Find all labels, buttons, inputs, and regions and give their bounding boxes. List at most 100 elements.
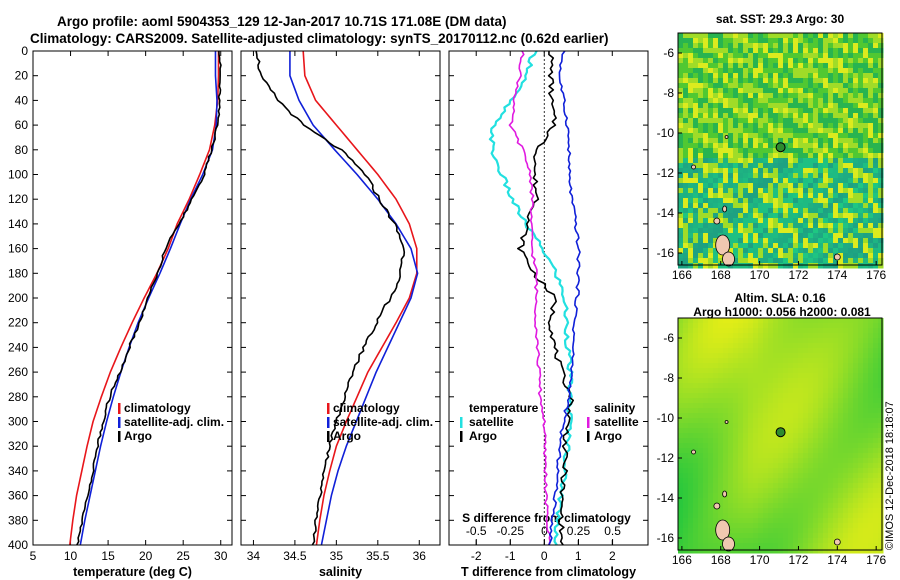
map-cell bbox=[788, 243, 794, 249]
map-cell bbox=[773, 398, 779, 404]
map-cell bbox=[828, 243, 834, 249]
map-cell bbox=[703, 493, 709, 499]
map-cell bbox=[853, 358, 859, 364]
map-cell bbox=[803, 493, 809, 499]
map-cell bbox=[708, 348, 714, 354]
map-cell bbox=[678, 148, 684, 154]
map-cell bbox=[868, 488, 874, 494]
map-cell bbox=[783, 533, 789, 539]
map-cell bbox=[683, 228, 689, 234]
map-cell bbox=[778, 378, 784, 384]
map-cell bbox=[733, 498, 739, 504]
map-cell bbox=[718, 333, 724, 339]
map-cell bbox=[683, 443, 689, 449]
map-cell bbox=[853, 53, 859, 59]
map-cell bbox=[793, 533, 799, 539]
map-cell bbox=[688, 338, 694, 344]
map-cell bbox=[823, 473, 829, 479]
map-cell bbox=[768, 238, 774, 244]
map-cell bbox=[703, 238, 709, 244]
map-cell bbox=[808, 423, 814, 429]
map-cell bbox=[873, 453, 879, 459]
map-cell bbox=[783, 438, 789, 444]
map-cell bbox=[758, 33, 764, 39]
map-cell bbox=[878, 208, 884, 214]
map-cell bbox=[808, 513, 814, 519]
map-cell bbox=[738, 418, 744, 424]
map-cell bbox=[843, 468, 849, 474]
map-cell bbox=[873, 363, 879, 369]
map-cell bbox=[738, 33, 744, 39]
map-cell bbox=[798, 158, 804, 164]
series-line-argo bbox=[76, 50, 222, 546]
map-cell bbox=[848, 498, 854, 504]
map-cell bbox=[793, 443, 799, 449]
map-cell bbox=[713, 363, 719, 369]
map-cell bbox=[723, 263, 729, 269]
map-cell bbox=[828, 483, 834, 489]
map-cell bbox=[833, 38, 839, 44]
map-cell bbox=[793, 188, 799, 194]
map-cell bbox=[753, 73, 759, 79]
map-cell bbox=[743, 388, 749, 394]
map-cell bbox=[813, 163, 819, 169]
map-cell bbox=[853, 258, 859, 264]
map-cell bbox=[743, 253, 749, 259]
map-cell bbox=[843, 163, 849, 169]
map-cell bbox=[738, 63, 744, 69]
map-cell bbox=[873, 338, 879, 344]
map-cell bbox=[743, 203, 749, 209]
map-cell bbox=[838, 518, 844, 524]
y-tick-label: 180 bbox=[8, 266, 28, 280]
map-cell bbox=[853, 68, 859, 74]
map-cell bbox=[843, 373, 849, 379]
map-cell bbox=[693, 433, 699, 439]
map-cell bbox=[773, 263, 779, 269]
map-cell bbox=[788, 433, 794, 439]
map-cell bbox=[798, 58, 804, 64]
map-cell bbox=[783, 178, 789, 184]
map-cell bbox=[838, 98, 844, 104]
map-cell bbox=[748, 453, 754, 459]
map-cell bbox=[748, 253, 754, 259]
map-cell bbox=[783, 423, 789, 429]
map-cell bbox=[813, 448, 819, 454]
map-cell bbox=[693, 153, 699, 159]
map-cell bbox=[723, 103, 729, 109]
map-cell bbox=[753, 363, 759, 369]
map-cell bbox=[868, 528, 874, 534]
map-cell bbox=[748, 238, 754, 244]
map-cell bbox=[793, 43, 799, 49]
map-cell bbox=[733, 408, 739, 414]
map-cell bbox=[728, 248, 734, 254]
map-cell bbox=[778, 103, 784, 109]
map-cell bbox=[723, 448, 729, 454]
map-cell bbox=[868, 348, 874, 354]
map-cell bbox=[848, 123, 854, 129]
map-cell bbox=[693, 138, 699, 144]
map-cell bbox=[818, 258, 824, 264]
map-cell bbox=[768, 158, 774, 164]
map-cell bbox=[808, 453, 814, 459]
map-cell bbox=[783, 353, 789, 359]
map-cell bbox=[878, 113, 884, 119]
map-cell bbox=[873, 203, 879, 209]
map-cell bbox=[738, 248, 744, 254]
map-cell bbox=[738, 38, 744, 44]
map-cell bbox=[798, 118, 804, 124]
map-cell bbox=[843, 343, 849, 349]
x-axis-label: T difference from climatology bbox=[461, 565, 636, 579]
map-cell bbox=[873, 123, 879, 129]
map-cell bbox=[828, 338, 834, 344]
map-cell bbox=[758, 88, 764, 94]
map-cell bbox=[768, 483, 774, 489]
map-cell bbox=[743, 508, 749, 514]
map-cell bbox=[838, 378, 844, 384]
map-cell bbox=[818, 413, 824, 419]
map-cell bbox=[833, 263, 839, 269]
map-cell bbox=[843, 503, 849, 509]
map-cell bbox=[718, 443, 724, 449]
map-cell bbox=[873, 438, 879, 444]
map-cell bbox=[718, 118, 724, 124]
map-cell bbox=[763, 503, 769, 509]
